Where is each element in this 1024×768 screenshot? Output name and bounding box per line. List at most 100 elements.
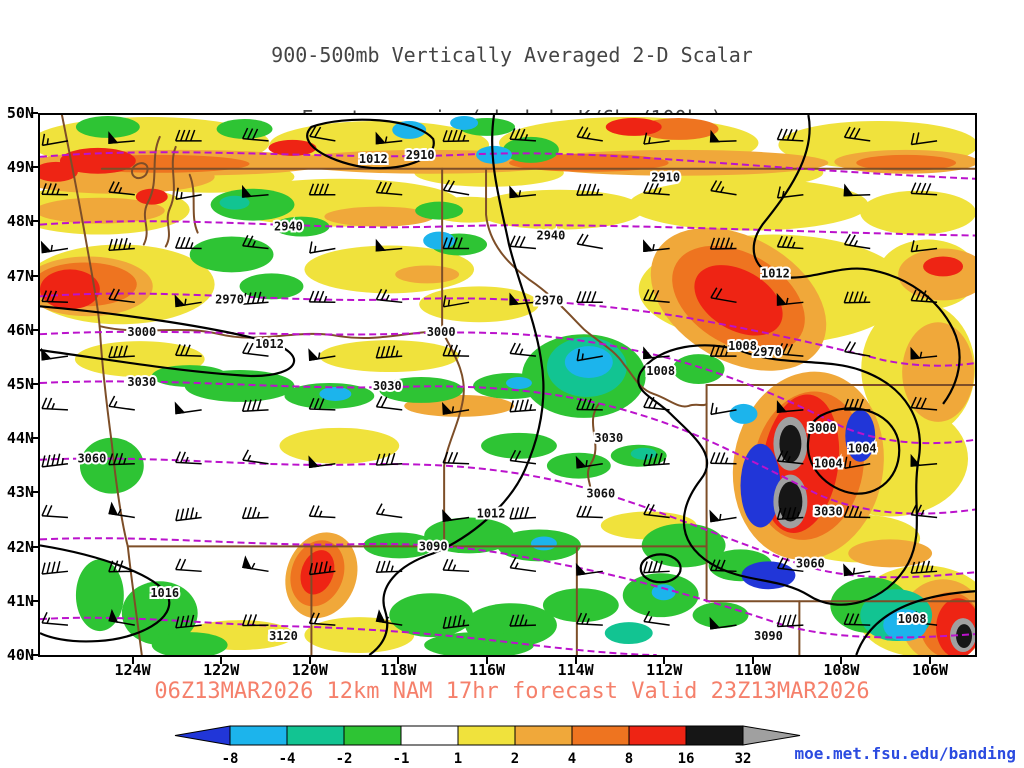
wind-barb [308, 290, 336, 304]
shaded-region [273, 216, 330, 237]
wind-barb [375, 609, 403, 626]
shaded-region [740, 443, 781, 528]
wind-barb [242, 234, 269, 250]
shaded-region [363, 532, 436, 559]
height-contour [40, 616, 657, 655]
contour-label: 3030 [594, 431, 623, 445]
mslp-contour [637, 344, 921, 606]
wind-barb [643, 181, 670, 196]
lat-tick-label: 48N [6, 212, 34, 231]
wind-barb [576, 126, 603, 142]
shaded-region [40, 269, 100, 310]
contour-label: 2970 [215, 292, 244, 306]
wind-barbs-layer [40, 125, 938, 630]
shaded-region [605, 117, 662, 136]
colorbar-tick-label: -8 [222, 751, 239, 767]
wind-barb [41, 560, 69, 575]
contour-label: 1008 [898, 612, 927, 626]
shaded-region [848, 539, 933, 568]
wind-barb [843, 183, 871, 197]
credit-link[interactable]: moe.met.fsu.edu/banding [794, 744, 1016, 763]
shaded-region [279, 427, 400, 464]
contour-label: 2940 [536, 229, 565, 243]
contour-label: 3000 [808, 421, 837, 435]
wind-barb [308, 505, 336, 519]
shaded-region [268, 139, 317, 156]
lon-tick-label: 108W [823, 661, 860, 679]
colorbar-segment [343, 725, 402, 746]
wind-barb [175, 236, 202, 250]
wind-barb [174, 401, 202, 415]
height-contour [40, 537, 975, 639]
shaded-region [630, 447, 657, 460]
shaded-region [474, 189, 644, 230]
shaded-region [542, 588, 619, 623]
wind-barb [776, 235, 804, 250]
wind-barb [175, 614, 202, 629]
lat-tick-label: 49N [6, 158, 34, 177]
wind-barb [442, 558, 470, 573]
mslp-contour [40, 305, 296, 378]
colorbar-segment [571, 725, 630, 746]
wind-barb [40, 240, 69, 254]
contour-label: 3090 [754, 629, 783, 643]
contour-label: 3060 [586, 487, 615, 501]
lat-tick-label: 43N [6, 483, 34, 502]
shaded-region [151, 365, 228, 387]
wind-barb [643, 610, 670, 626]
colorbar-segment [229, 725, 288, 746]
lon-tick-label: 110W [734, 661, 771, 679]
wind-barb [575, 562, 603, 576]
lon-tick-label: 114W [557, 661, 594, 679]
shaded-region [651, 584, 676, 601]
lon-tick [663, 657, 666, 664]
wind-barb [108, 288, 135, 304]
wind-barb [576, 398, 603, 411]
wind-barb [509, 506, 536, 520]
lat-tick-label: 41N [6, 591, 34, 610]
wind-barb [41, 611, 69, 626]
state-border [586, 402, 600, 500]
lon-tick [574, 657, 577, 664]
contour-label: 3030 [127, 375, 156, 389]
shaded-region [415, 201, 464, 220]
lat-tick [31, 654, 38, 656]
wind-barb [776, 614, 804, 628]
colorbar-tick-label: -1 [393, 751, 410, 767]
shaded-region [216, 118, 273, 139]
wind-barb [709, 509, 737, 523]
height-contour [40, 151, 975, 180]
contour-label: 2970 [753, 345, 782, 359]
wind-barb [375, 345, 403, 359]
wind-barb [776, 342, 804, 357]
lon-tick-label: 116W [468, 661, 506, 679]
wind-barb [108, 452, 135, 466]
shaded-region [604, 622, 653, 645]
wind-barb [709, 344, 737, 357]
wind-barb [709, 616, 737, 630]
wind-barb [175, 187, 202, 200]
wind-barb [910, 503, 938, 519]
wind-barb [41, 133, 69, 147]
shaded-region [856, 154, 957, 171]
wind-barb [108, 560, 135, 573]
wind-barb [375, 238, 403, 252]
wind-barb [776, 292, 804, 306]
wind-barb [241, 127, 269, 142]
contour-label: 2910 [406, 148, 435, 162]
lat-tick-label: 44N [6, 429, 34, 448]
shaded-region [423, 231, 456, 250]
wind-barb [175, 558, 202, 573]
lat-tick [31, 274, 38, 277]
wind-barb [776, 186, 804, 199]
shaded-region [75, 115, 140, 138]
wind-barb [308, 561, 336, 576]
wind-barb [41, 290, 68, 304]
wind-barb [241, 184, 269, 198]
shaded-region [424, 632, 534, 655]
lat-tick-label: 50N [6, 104, 34, 122]
lat-tick-label: 46N [6, 320, 34, 339]
shaded-region [956, 624, 973, 649]
contour-label: 1008 [646, 364, 675, 378]
